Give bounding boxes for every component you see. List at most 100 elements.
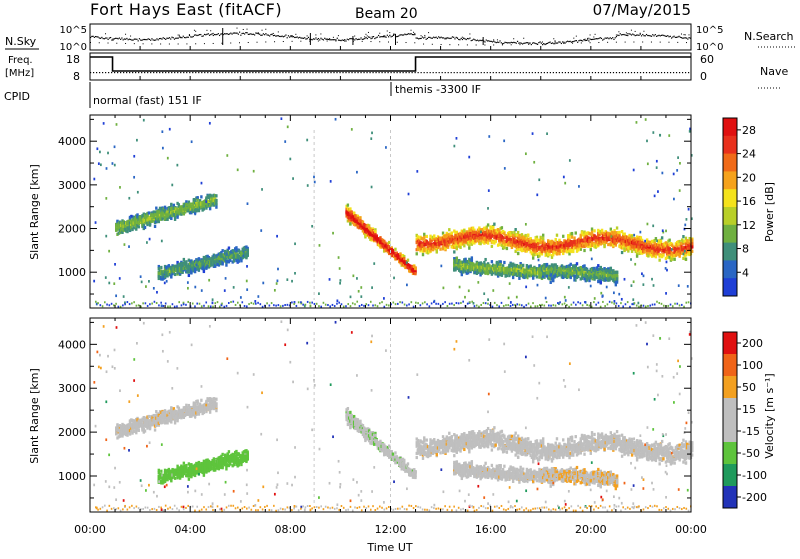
nsky-point [557, 42, 558, 43]
nave-point [243, 72, 244, 73]
nave-point [252, 72, 253, 73]
nave-point [375, 72, 376, 73]
power-cell [350, 210, 352, 213]
nsky-point [355, 38, 356, 39]
nsearch-point [519, 44, 520, 45]
nave-point [508, 72, 509, 73]
nsky-point [292, 35, 293, 36]
nave-point [679, 72, 680, 73]
nsearch-point [300, 41, 301, 42]
nave-point [132, 72, 133, 73]
nave-point [427, 72, 428, 73]
power-cell [349, 207, 351, 210]
power-cell [575, 231, 577, 234]
nsearch-point [99, 42, 100, 43]
nsky-point [149, 39, 150, 40]
power-cell [155, 207, 157, 210]
nsky-point [688, 34, 689, 35]
power-cell [661, 236, 663, 239]
nsky-point [159, 38, 160, 39]
nsky-point [247, 29, 248, 30]
nsky-point [224, 33, 225, 34]
nsky-point [590, 39, 591, 40]
nsky-point [200, 34, 201, 35]
nsky-point [339, 40, 340, 41]
nsky-point [258, 32, 259, 33]
nsky-point [125, 39, 126, 40]
nave-point [655, 72, 656, 73]
nsky-point [144, 39, 145, 40]
power-cell [176, 216, 178, 219]
nsky-point [591, 39, 592, 40]
nsky-point [363, 39, 364, 40]
nsky-point [565, 42, 566, 43]
nave-point [318, 72, 319, 73]
nave-point [117, 72, 118, 73]
nsky-point [178, 38, 179, 39]
nave-point [667, 72, 668, 73]
nave-point [484, 72, 485, 73]
nsky-point [626, 32, 627, 33]
nsky-point [441, 37, 442, 38]
nsky-point [464, 38, 465, 39]
nsky-point [327, 38, 328, 39]
nsky-point [203, 35, 204, 36]
nsky-point [458, 39, 459, 40]
nsky-point [297, 36, 298, 37]
nave-point [391, 72, 392, 73]
power-cell [660, 240, 662, 243]
nsky-point [236, 33, 237, 34]
nsky-point [375, 37, 376, 38]
nsky-point [354, 39, 355, 40]
power-cell [631, 235, 633, 238]
power-cell [562, 235, 564, 238]
nsky-point [278, 35, 279, 36]
nsky-point [129, 39, 130, 40]
nsky-point [160, 38, 161, 39]
nsky-point [344, 39, 345, 40]
nave-point [454, 72, 455, 73]
power-cell [170, 217, 172, 220]
nsky-point [561, 43, 562, 44]
power-cell [210, 263, 212, 266]
nave-point [523, 72, 524, 73]
nsky-point [499, 40, 500, 41]
nsky-point [194, 35, 195, 36]
nave-point [282, 72, 283, 73]
nsearch-point [484, 44, 485, 45]
power-cell [463, 229, 465, 232]
nsky-point [580, 40, 581, 41]
power-cell [394, 248, 396, 251]
nave-point [336, 72, 337, 73]
power-cell [541, 250, 543, 253]
nsearch-point [651, 42, 652, 43]
nsky-point [305, 38, 306, 39]
nave-point [475, 72, 476, 73]
power-cell [456, 247, 458, 250]
nsky-point [128, 39, 129, 40]
nsky-point [497, 42, 498, 43]
nsky-point [493, 39, 494, 40]
nsky-point [568, 41, 569, 42]
nave-point [159, 72, 160, 73]
nave-point [493, 72, 494, 73]
nsearch-point [397, 42, 398, 43]
power-cell [601, 229, 603, 232]
nsky-point [173, 37, 174, 38]
nsky-point [233, 33, 234, 34]
nave-point [309, 72, 310, 73]
power-cell [423, 236, 425, 239]
nsky-point [220, 34, 221, 35]
nsky-point [526, 42, 527, 43]
nsky-point [598, 38, 599, 39]
nsky-point [587, 38, 588, 39]
nsky-point [260, 35, 261, 36]
nsky-point [573, 41, 574, 42]
nsky-point [439, 37, 440, 38]
nsky-point [98, 36, 99, 37]
nsky-point [407, 34, 408, 35]
nsky-point [596, 38, 597, 39]
nave-point [601, 72, 602, 73]
nsky-point [683, 34, 684, 35]
nsky-point [613, 39, 614, 40]
